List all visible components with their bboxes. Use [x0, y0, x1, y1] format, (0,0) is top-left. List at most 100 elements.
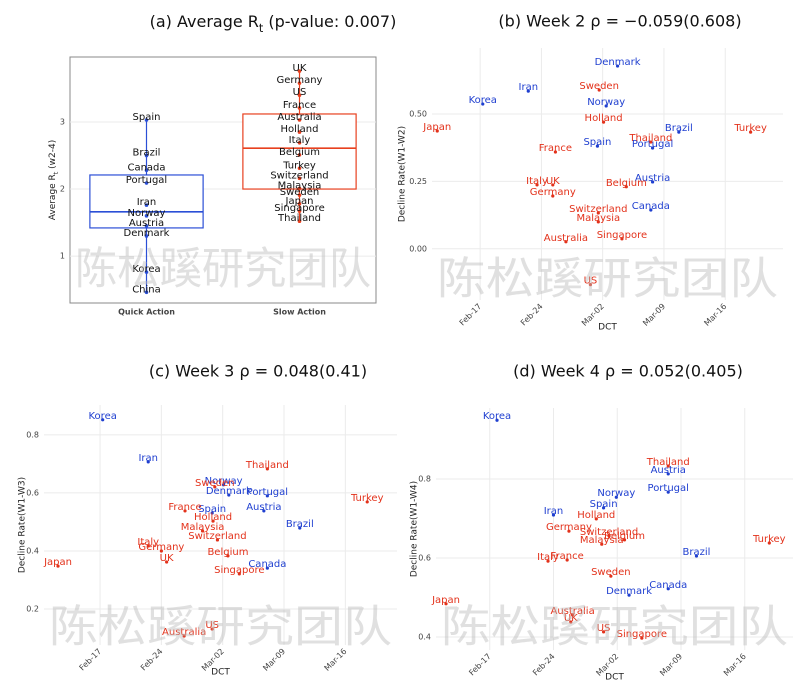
- data-point: [215, 538, 220, 542]
- point-label: Korea: [132, 264, 160, 275]
- data-point: [601, 506, 606, 510]
- data-point: [640, 636, 644, 640]
- data-point: [144, 203, 149, 207]
- chart-title: (d) Week 4 ρ = 0.052(0.405): [513, 362, 743, 381]
- point-label: Norway: [597, 488, 635, 499]
- plot-panel: [44, 405, 397, 645]
- point-label: Thailand: [628, 133, 672, 144]
- point-label: Italy: [526, 176, 548, 187]
- data-point: [535, 183, 539, 187]
- point-label: US: [205, 620, 219, 631]
- point-label: UK: [546, 176, 560, 187]
- point-label: Belgium: [279, 147, 320, 158]
- x-tick-label: Mar-16: [702, 302, 728, 328]
- x-tick-label: Feb-24: [519, 302, 545, 328]
- y-tick-label: 0.6: [418, 554, 431, 563]
- point-label: Korea: [469, 95, 497, 106]
- point-label: Canada: [649, 580, 687, 591]
- point-label: Brazil: [286, 519, 314, 530]
- point-label: Japan: [431, 595, 460, 606]
- data-point: [600, 542, 604, 546]
- point-label: Italy: [137, 537, 159, 548]
- point-label: Iran: [519, 82, 539, 93]
- x-tick-label: Mar-09: [658, 652, 684, 678]
- point-label: Canada: [632, 201, 670, 212]
- point-label: Portugal: [126, 175, 167, 186]
- data-point: [297, 118, 302, 122]
- point-label: Turkey: [752, 534, 786, 545]
- data-point: [297, 130, 302, 134]
- point-label: US: [293, 87, 307, 98]
- point-label: Norway: [128, 208, 166, 219]
- data-point: [297, 201, 302, 206]
- data-point: [265, 566, 269, 570]
- data-point: [551, 513, 556, 517]
- data-point: [144, 224, 149, 228]
- y-tick-label: 0.50: [409, 110, 427, 119]
- point-label: Singapore: [274, 203, 324, 214]
- point-label: Holland: [194, 512, 232, 523]
- data-point: [650, 146, 655, 150]
- point-label: Australia: [544, 233, 588, 244]
- data-point: [297, 166, 302, 171]
- point-label: Sweden: [591, 567, 631, 578]
- point-label: Denmark: [606, 586, 652, 597]
- point-label: Spain: [198, 504, 226, 515]
- x-axis-label: DCT: [605, 673, 624, 683]
- data-point: [265, 467, 269, 471]
- chart-title: (b) Week 2 ρ = −0.059(0.608): [498, 12, 741, 31]
- point-label: Thailand: [245, 460, 289, 471]
- point-label: Turkey: [282, 160, 316, 171]
- data-point: [144, 181, 149, 185]
- point-label: Portugal: [632, 139, 673, 150]
- point-label: Malaysia: [580, 535, 624, 546]
- data-point: [749, 130, 753, 134]
- data-point: [614, 495, 618, 499]
- point-label: Denmark: [206, 486, 252, 497]
- point-label: Singapore: [214, 565, 264, 576]
- data-point: [596, 211, 600, 215]
- data-point: [596, 220, 600, 224]
- data-point: [588, 283, 593, 287]
- data-point: [622, 538, 627, 542]
- data-point: [297, 176, 302, 181]
- y-axis-label-part: t: [53, 171, 60, 174]
- point-label: Spain: [590, 499, 618, 510]
- data-point: [627, 593, 631, 597]
- point-label: Turkey: [350, 493, 384, 504]
- point-label: Australia: [277, 112, 321, 123]
- data-point: [649, 140, 653, 144]
- x-tick-label: Feb-24: [531, 652, 557, 678]
- data-point: [297, 153, 302, 157]
- data-point: [144, 214, 149, 218]
- data-point: [297, 186, 302, 191]
- point-label: Sweden: [280, 187, 320, 198]
- point-label: Holland: [585, 113, 623, 124]
- point-label: Denmark: [124, 228, 170, 239]
- data-point: [221, 483, 226, 487]
- data-point: [297, 209, 302, 213]
- point-label: Australia: [550, 606, 594, 617]
- point-label: Norway: [205, 476, 243, 487]
- data-point: [565, 558, 569, 562]
- x-tick-label: Quick Action: [118, 308, 175, 317]
- point-label: Denmark: [595, 57, 641, 68]
- point-label: Switzerland: [569, 204, 627, 215]
- data-point: [144, 234, 149, 238]
- x-axis-label: DCT: [211, 668, 230, 678]
- data-point: [101, 418, 105, 422]
- data-point: [567, 529, 571, 533]
- y-tick-label: 0.8: [26, 430, 39, 439]
- point-label: Italy: [537, 552, 559, 563]
- point-label: Spain: [583, 137, 611, 148]
- data-point: [144, 290, 149, 295]
- point-label: Austria: [129, 218, 164, 229]
- data-point: [767, 541, 771, 545]
- point-label: Germany: [530, 187, 576, 198]
- plot-panel: [432, 48, 783, 300]
- data-point: [227, 493, 231, 497]
- point-label: Brazil: [133, 148, 161, 159]
- data-point: [183, 509, 187, 513]
- x-tick-label: Feb-17: [458, 302, 484, 328]
- point-label: Iran: [544, 506, 564, 517]
